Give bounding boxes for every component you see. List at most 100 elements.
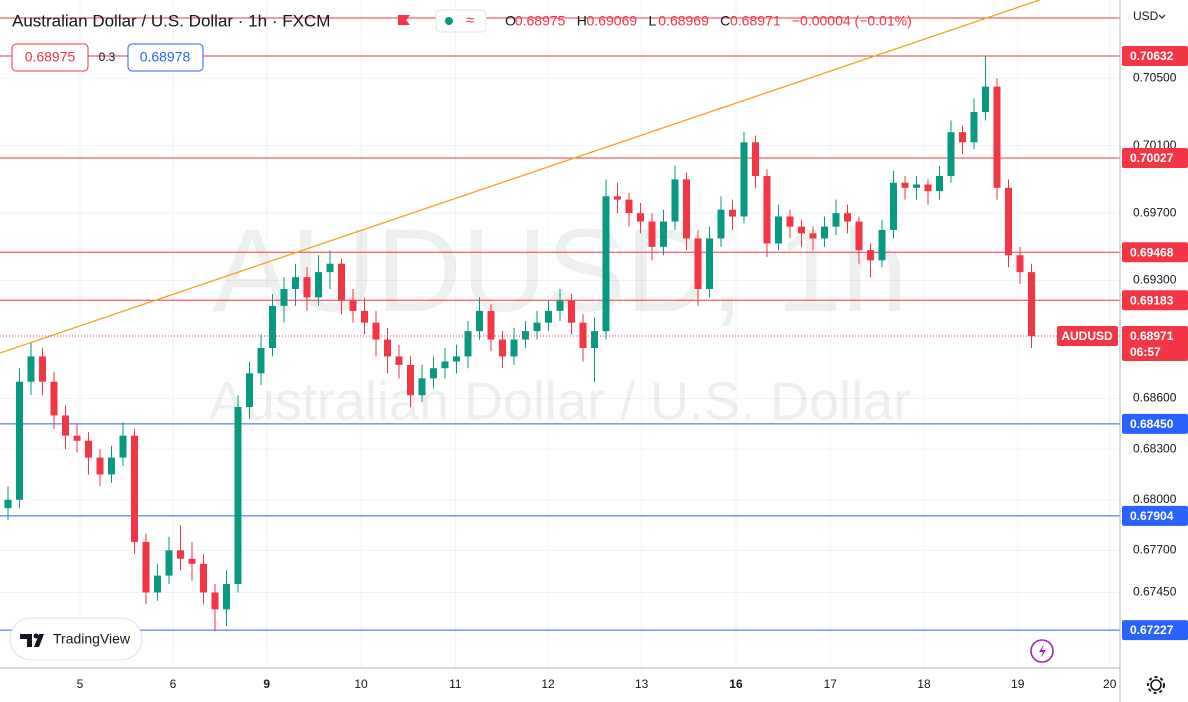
ohlc-key: H	[577, 13, 587, 29]
level-label: 0.68450	[1130, 417, 1174, 431]
flag-icon[interactable]	[398, 15, 410, 25]
bid-price: 0.68975	[25, 49, 76, 65]
candle-body	[96, 457, 104, 475]
candle-body	[16, 381, 23, 500]
candle-body	[625, 199, 633, 214]
x-tick-label: 19	[1011, 677, 1025, 691]
candle-body	[119, 435, 127, 458]
candle-body	[1028, 272, 1035, 337]
candle-body	[522, 331, 529, 340]
symbol-tag: AUDUSD	[1061, 329, 1113, 343]
level-label-bg	[1122, 147, 1188, 168]
candle-body	[453, 356, 460, 362]
watermark-subtitle: Australian Dollar / U.S. Dollar	[209, 371, 911, 431]
level-label-bg	[1122, 242, 1188, 263]
y-tick-label: 0.67450	[1133, 585, 1177, 599]
candle-body	[510, 339, 518, 357]
x-tick-label: 20	[1103, 677, 1117, 691]
candle-body	[418, 378, 426, 396]
last-price-bg	[1122, 326, 1188, 362]
currency-label[interactable]: USD	[1133, 9, 1159, 23]
ohlc-value: 0.68969	[658, 13, 709, 29]
candle-body	[855, 221, 863, 251]
candle-body	[947, 132, 955, 177]
level-label: 0.70632	[1130, 49, 1174, 63]
candle-body	[200, 563, 207, 593]
candle-body	[1005, 187, 1012, 256]
candle-body	[821, 226, 828, 239]
candle-body	[717, 209, 725, 239]
candle-body	[280, 288, 288, 306]
x-tick-label: 17	[824, 677, 838, 691]
x-tick-label: 10	[354, 677, 368, 691]
ohlc-value: 0.68975	[515, 13, 566, 29]
candle-body	[637, 213, 644, 222]
last-price-label: 0.68971	[1130, 329, 1174, 343]
level-label: 0.69468	[1130, 245, 1174, 259]
candle-body	[62, 415, 69, 436]
events-icon[interactable]	[1030, 639, 1054, 663]
candle-body	[257, 347, 265, 374]
brand-badge[interactable]	[9, 617, 143, 661]
x-tick-label: 5	[77, 677, 84, 691]
candle-body	[142, 541, 150, 593]
candle-body	[165, 550, 173, 576]
candle-body	[763, 176, 771, 244]
candle-body	[430, 368, 437, 379]
candle-body	[970, 111, 978, 143]
x-tick-label: 12	[541, 677, 555, 691]
status-box[interactable]	[435, 9, 487, 33]
ohlc-value: 0.68971	[730, 13, 781, 29]
candle-body	[499, 339, 506, 357]
candle-body	[660, 221, 667, 247]
candle-body	[844, 213, 851, 222]
x-tick-label: 11	[449, 677, 462, 691]
candle-body	[315, 272, 322, 298]
ohlc-key: C	[720, 13, 730, 29]
x-tick-label: 13	[635, 677, 649, 691]
level-label: 0.67904	[1130, 509, 1174, 523]
candle-body	[384, 339, 391, 357]
candle-body	[73, 435, 81, 441]
settings-icon[interactable]	[1150, 679, 1162, 691]
candle-body	[890, 182, 897, 230]
candle-body	[50, 381, 58, 416]
y-tick-label: 0.67700	[1133, 542, 1177, 556]
candle-body	[809, 233, 817, 239]
countdown: 06:57	[1130, 345, 1161, 359]
candle-body	[993, 86, 1001, 188]
candle-body	[924, 184, 932, 192]
brand-name: TradingView	[53, 631, 131, 647]
candle-body	[303, 277, 311, 298]
candle-body	[832, 213, 840, 227]
grid	[0, 0, 1120, 668]
candle-body	[292, 277, 299, 289]
candle-body	[556, 300, 564, 311]
candle-body	[108, 457, 115, 475]
level-label: 0.67227	[1130, 623, 1174, 637]
candle-body	[487, 310, 495, 340]
spread: 0.3	[99, 50, 116, 64]
candle-body	[648, 221, 656, 247]
candle-body	[188, 558, 196, 564]
ohlc-legend: O0.68975 H 0.69069 L 0.68969 C 0.68971 −0.00004…	[505, 13, 912, 29]
x-tick-label: 6	[170, 677, 177, 691]
y-tick-label: 0.68600	[1133, 391, 1177, 405]
candle-body	[602, 196, 610, 332]
candle-body	[464, 331, 472, 357]
candle-body	[775, 216, 782, 244]
x-tick-label: 9	[263, 677, 270, 691]
x-tick-label: 16	[729, 677, 743, 691]
buy-box[interactable]	[127, 43, 204, 72]
y-tick-label: 0.70500	[1133, 70, 1177, 84]
candle-body	[683, 179, 690, 239]
candle-body	[407, 364, 414, 396]
level-label-bg	[1122, 290, 1188, 311]
sell-box[interactable]	[11, 43, 89, 72]
candle-body	[786, 216, 794, 227]
ask-price: 0.68978	[140, 49, 191, 65]
candle-body	[395, 356, 403, 365]
candle-body	[533, 322, 541, 332]
candle-body	[39, 356, 46, 382]
candle-body	[740, 142, 748, 217]
